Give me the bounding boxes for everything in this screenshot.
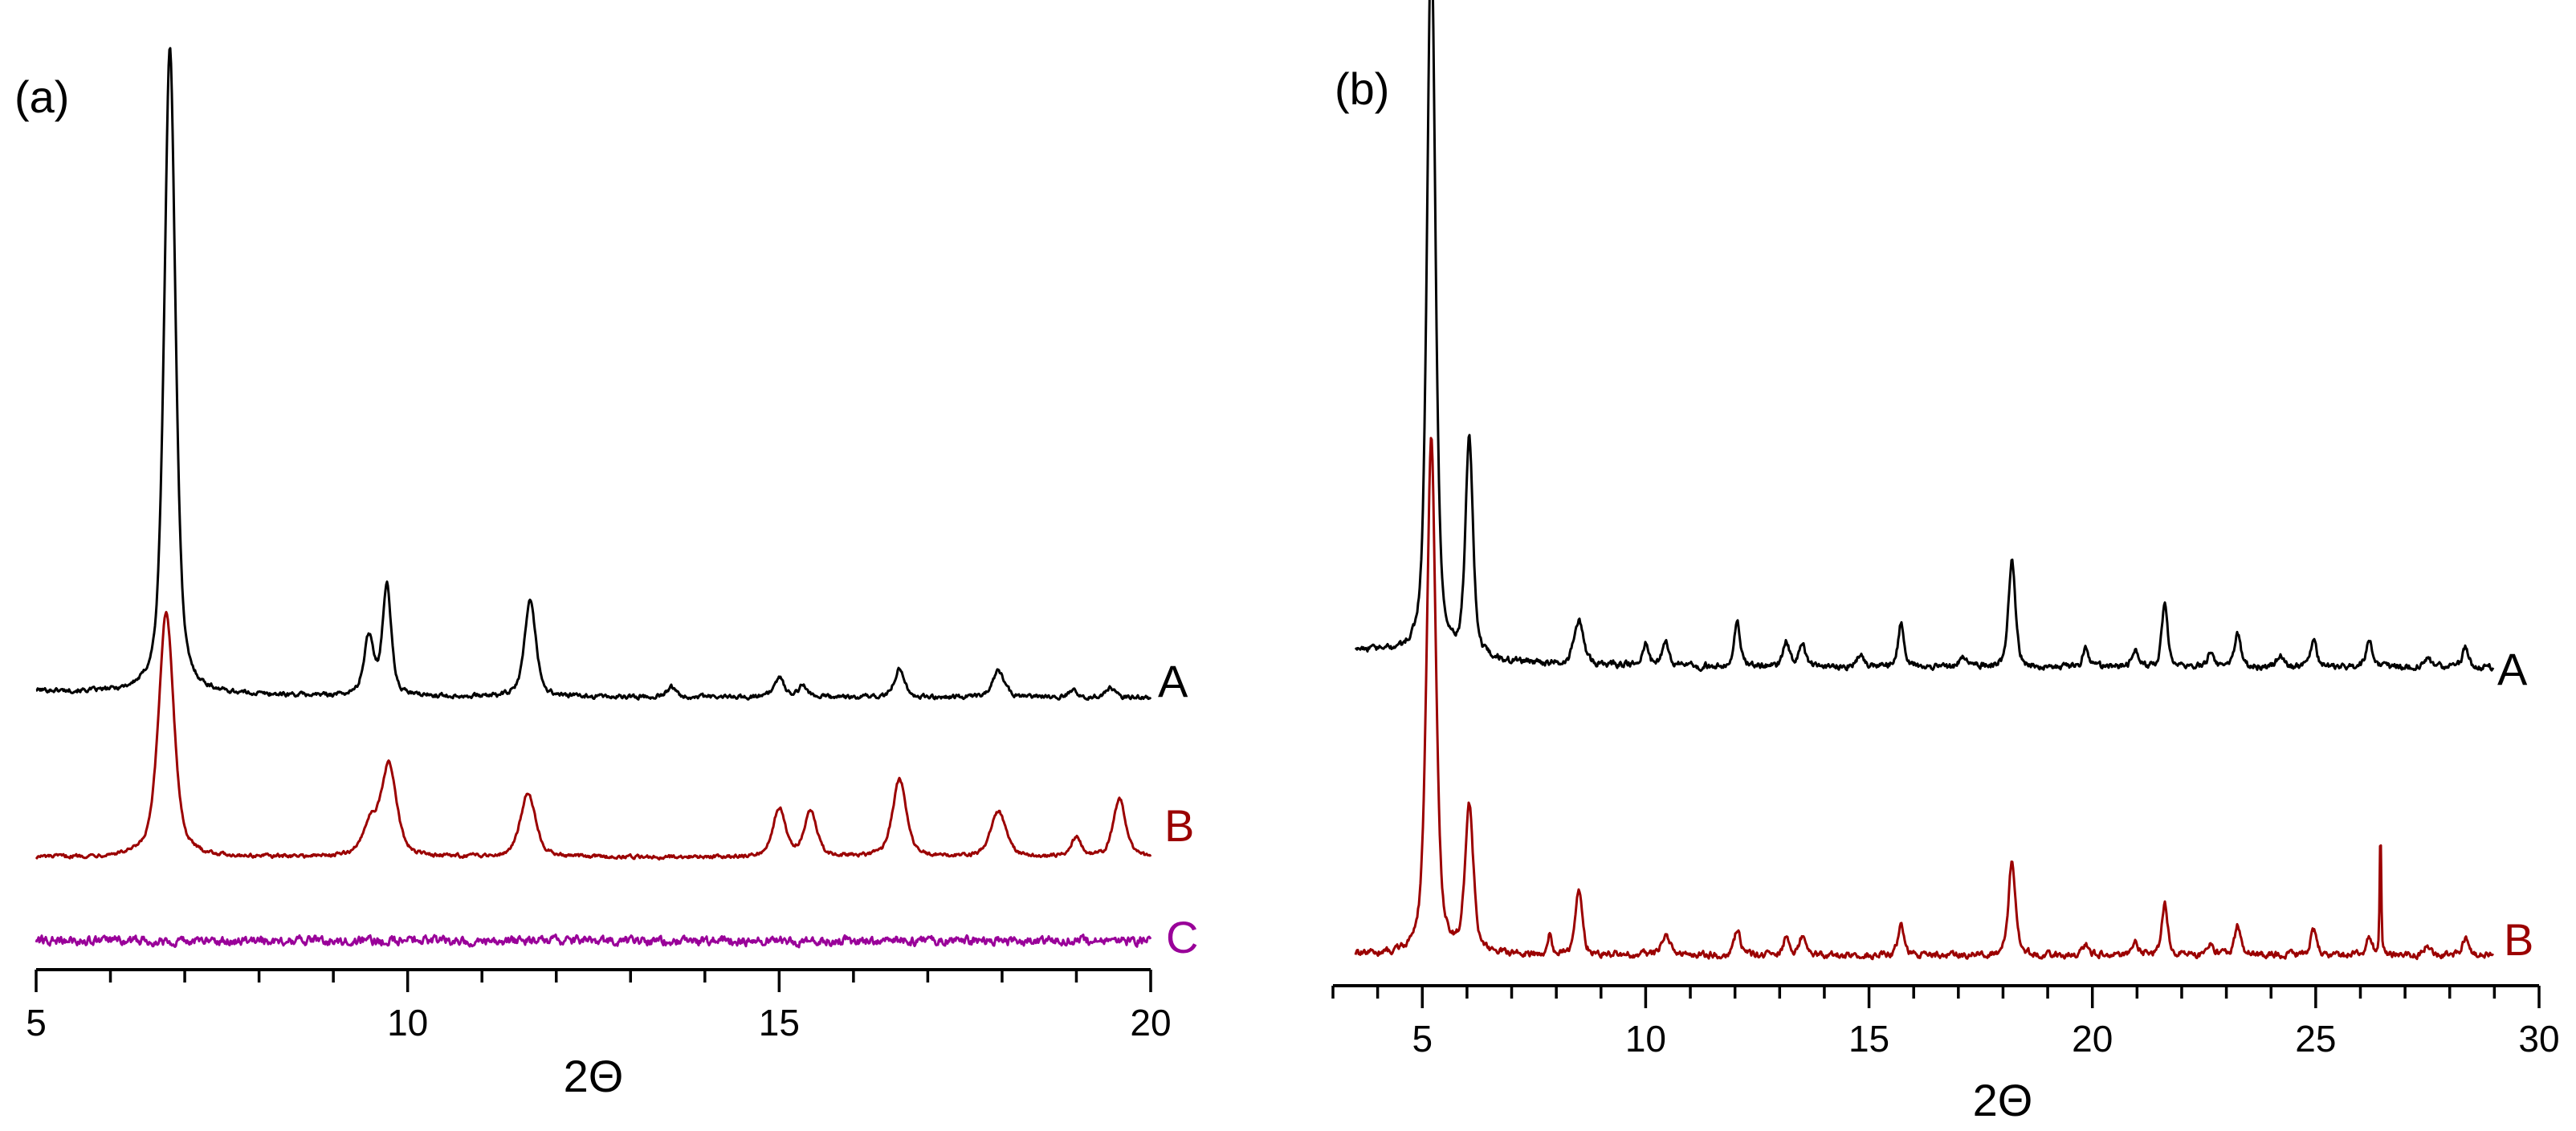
- tick-label-25: 25: [2295, 1018, 2336, 1060]
- label-a-B: B: [1164, 800, 1194, 851]
- panel-a-ticks: 5 10 15 20: [26, 970, 1172, 1044]
- tick-label-20: 20: [1130, 1002, 1171, 1044]
- panel-a-traces: [35, 47, 1152, 949]
- label-b-B: B: [2504, 914, 2533, 965]
- trace-a-C: [35, 933, 1152, 949]
- tick-label-5: 5: [26, 1002, 47, 1044]
- label-b-A: A: [2497, 644, 2528, 694]
- tick-label-10: 10: [1625, 1018, 1666, 1060]
- tick-label-15: 15: [1848, 1018, 1889, 1060]
- panel-a: (a) 5 10 15 20 2Θ A B C: [14, 47, 1198, 1101]
- label-a-C: C: [1166, 912, 1198, 962]
- trace-b-A: [1354, 0, 2495, 673]
- tick-label-10: 10: [387, 1002, 428, 1044]
- tick-label-15: 15: [759, 1002, 800, 1044]
- panel-a-label: (a): [14, 71, 69, 122]
- panel-b-ticks: 5 10 15 20 25 30: [1331, 986, 2560, 1060]
- label-a-A: A: [1158, 656, 1188, 706]
- panel-a-x-axis-title: 2Θ: [564, 1051, 624, 1101]
- panel-b: (b) 5 10 15 20 25 30 2Θ A B: [1331, 0, 2560, 1125]
- panel-b-traces: [1354, 0, 2495, 961]
- tick-label-20: 20: [2072, 1018, 2113, 1060]
- trace-b-B: [1354, 437, 2495, 961]
- tick-label-30: 30: [2518, 1018, 2559, 1060]
- tick-label-5: 5: [1412, 1018, 1433, 1060]
- panel-b-label: (b): [1335, 63, 1389, 114]
- trace-a-A: [35, 47, 1152, 702]
- panel-b-x-axis-title: 2Θ: [1973, 1075, 2033, 1125]
- trace-a-B: [35, 611, 1152, 861]
